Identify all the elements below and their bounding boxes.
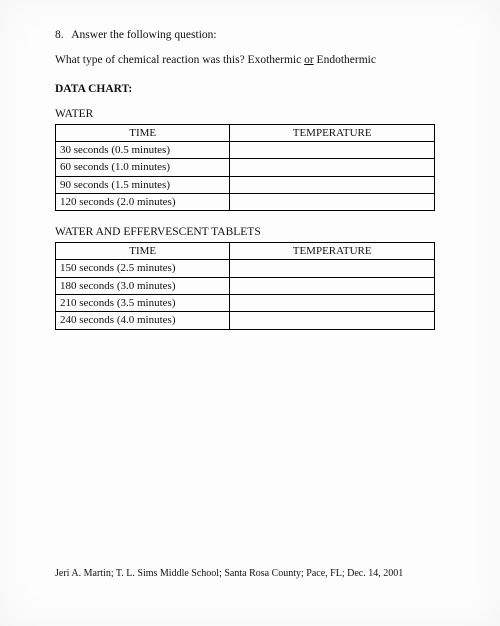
table-row: 90 seconds (1.5 minutes) [56,176,435,193]
question-body-suffix: Endothermic [314,54,376,66]
table2-r2c0: 210 seconds (3.5 minutes) [56,295,230,312]
table2-r0c1 [230,260,435,277]
question-prompt: Answer the following question: [71,29,216,41]
table-row: 120 seconds (2.0 minutes) [56,193,435,210]
question-number: 8. [55,28,69,43]
table2-r2c1 [230,295,435,312]
table-row: 180 seconds (3.0 minutes) [56,277,435,294]
or-underlined: or [304,54,314,66]
table1-r1c1 [230,159,435,176]
table-row: 240 seconds (4.0 minutes) [56,312,435,329]
table2-r3c1 [230,312,435,329]
table-row: 30 seconds (0.5 minutes) [56,142,435,159]
question-body: What type of chemical reaction was this?… [55,53,460,68]
table2-r1c0: 180 seconds (3.0 minutes) [56,277,230,294]
data-chart-heading: DATA CHART: [55,82,460,97]
table1-r1c0: 60 seconds (1.0 minutes) [56,159,230,176]
table2-r3c0: 240 seconds (4.0 minutes) [56,312,230,329]
table1-title: WATER [55,107,460,122]
table-row: 150 seconds (2.5 minutes) [56,260,435,277]
table1-r2c0: 90 seconds (1.5 minutes) [56,176,230,193]
table2-title: WATER AND EFFERVESCENT TABLETS [55,225,460,240]
table2-h2: TEMPERATURE [230,243,435,260]
table1-h1: TIME [56,124,230,141]
table-header-row: TIME TEMPERATURE [56,124,435,141]
table1-h2: TEMPERATURE [230,124,435,141]
question-line: 8. Answer the following question: [55,28,460,43]
table1-r3c1 [230,193,435,210]
worksheet-page: 8. Answer the following question: What t… [0,0,500,626]
question-body-prefix: What type of chemical reaction was this?… [55,54,304,66]
table1-r3c0: 120 seconds (2.0 minutes) [56,193,230,210]
table2-r1c1 [230,277,435,294]
table-row: 60 seconds (1.0 minutes) [56,159,435,176]
page-footer: Jeri A. Martin; T. L. Sims Middle School… [55,567,403,580]
table-header-row: TIME TEMPERATURE [56,243,435,260]
table1-r0c0: 30 seconds (0.5 minutes) [56,142,230,159]
table-row: 210 seconds (3.5 minutes) [56,295,435,312]
water-tablets-table: TIME TEMPERATURE 150 seconds (2.5 minute… [55,242,435,329]
table2-r0c0: 150 seconds (2.5 minutes) [56,260,230,277]
table1-r2c1 [230,176,435,193]
table2-h1: TIME [56,243,230,260]
table1-r0c1 [230,142,435,159]
water-table: TIME TEMPERATURE 30 seconds (0.5 minutes… [55,124,435,211]
